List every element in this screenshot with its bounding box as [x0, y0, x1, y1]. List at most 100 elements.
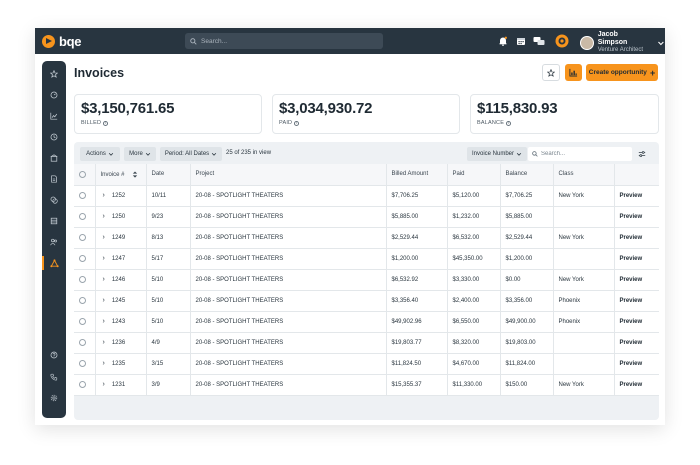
invoice-number-cell[interactable]: › 1246	[95, 269, 147, 291]
table-row[interactable]: › 1245 5/10 20-08 - SPOTLIGHT THEATERS $3,35…	[74, 290, 659, 312]
column-header-project[interactable]: Project	[190, 164, 387, 186]
avatar[interactable]	[580, 35, 594, 50]
expand-chevron-icon[interactable]: ›	[102, 381, 105, 388]
invoice-number-cell[interactable]: › 1247	[95, 248, 147, 270]
sidebar-item-help[interactable]	[42, 348, 66, 362]
table-row[interactable]: › 1236 4/9 20-08 - SPOTLIGHT THEATERS $19,80…	[74, 332, 659, 354]
preview-cell[interactable]: Preview	[614, 248, 659, 270]
invoice-number-cell[interactable]: › 1249	[95, 227, 147, 249]
column-header-class[interactable]: Class	[553, 164, 615, 186]
row-select-cell[interactable]	[74, 206, 96, 228]
preview-cell[interactable]: Preview	[614, 185, 659, 207]
row-select-cell[interactable]	[74, 311, 96, 333]
column-header-paid[interactable]: Paid	[447, 164, 501, 186]
timer-icon[interactable]	[555, 34, 569, 48]
row-checkbox[interactable]	[79, 317, 86, 325]
invoice-number-cell[interactable]: › 1231	[95, 374, 147, 396]
info-icon[interactable]: i	[506, 120, 512, 126]
preview-link[interactable]: Preview	[619, 234, 643, 241]
chevron-down-icon[interactable]	[657, 39, 665, 47]
row-checkbox[interactable]	[79, 380, 86, 388]
row-select-cell[interactable]	[74, 185, 96, 207]
group-by-dropdown[interactable]: Invoice Number	[467, 147, 527, 161]
table-row[interactable]: › 1247 5/17 20-08 - SPOTLIGHT THEATERS $1,20…	[74, 248, 659, 270]
sidebar-item-dashboard[interactable]	[42, 88, 66, 102]
invoice-number-cell[interactable]: › 1250	[95, 206, 147, 228]
actions-dropdown[interactable]: Actions	[80, 147, 120, 161]
preview-link[interactable]: Preview	[619, 255, 643, 262]
column-header-invoice[interactable]: Invoice #	[95, 164, 147, 186]
column-header-billed[interactable]: Billed Amount	[386, 164, 448, 186]
preview-cell[interactable]: Preview	[614, 227, 659, 249]
preview-cell[interactable]: Preview	[614, 353, 659, 375]
row-select-cell[interactable]	[74, 290, 96, 312]
sidebar-item-people[interactable]	[42, 235, 66, 249]
table-row[interactable]: › 1246 5/10 20-08 - SPOTLIGHT THEATERS $6,53…	[74, 269, 659, 291]
row-checkbox[interactable]	[79, 254, 86, 262]
invoice-number-cell[interactable]: › 1236	[95, 332, 147, 354]
expand-chevron-icon[interactable]: ›	[102, 234, 105, 241]
expand-chevron-icon[interactable]: ›	[102, 360, 105, 367]
table-row[interactable]: › 1235 3/15 20-08 - SPOTLIGHT THEATERS $11,8…	[74, 353, 659, 375]
expand-chevron-icon[interactable]: ›	[102, 255, 105, 262]
sidebar-item-documents[interactable]	[42, 172, 66, 186]
preview-link[interactable]: Preview	[619, 297, 643, 304]
more-dropdown[interactable]: More	[124, 147, 156, 161]
preview-cell[interactable]: Preview	[614, 332, 659, 354]
row-select-cell[interactable]	[74, 248, 96, 270]
select-all-checkbox[interactable]	[79, 170, 86, 178]
preview-link[interactable]: Preview	[619, 192, 643, 199]
expand-chevron-icon[interactable]: ›	[102, 339, 105, 346]
info-icon[interactable]: i	[103, 120, 109, 126]
report-button[interactable]	[565, 64, 582, 81]
row-checkbox[interactable]	[79, 191, 86, 199]
sidebar-item-clients[interactable]	[42, 151, 66, 165]
sidebar-item-opportunities[interactable]	[42, 256, 66, 270]
sidebar-item-settings[interactable]	[42, 391, 66, 405]
column-settings-button[interactable]	[637, 149, 647, 159]
sidebar-item-reports[interactable]	[42, 109, 66, 123]
invoice-number-cell[interactable]: › 1235	[95, 353, 147, 375]
preview-link[interactable]: Preview	[619, 339, 643, 346]
table-row[interactable]: › 1252 10/11 20-08 - SPOTLIGHT THEATERS $7,7…	[74, 185, 659, 207]
table-search-input[interactable]	[541, 151, 626, 157]
row-checkbox[interactable]	[79, 275, 86, 283]
expand-chevron-icon[interactable]: ›	[102, 276, 105, 283]
bell-icon[interactable]	[497, 35, 509, 47]
preview-cell[interactable]: Preview	[614, 206, 659, 228]
table-row[interactable]: › 1231 3/9 20-08 - SPOTLIGHT THEATERS $15,35…	[74, 374, 659, 396]
invoice-number-cell[interactable]: › 1252	[95, 185, 147, 207]
expand-chevron-icon[interactable]: ›	[102, 318, 105, 325]
preview-cell[interactable]: Preview	[614, 311, 659, 333]
logo[interactable]: bqe	[42, 34, 82, 49]
row-select-cell[interactable]	[74, 374, 96, 396]
preview-link[interactable]: Preview	[619, 318, 643, 325]
sidebar-item-ledger[interactable]	[42, 214, 66, 228]
sidebar-item-phone[interactable]	[42, 370, 66, 384]
sidebar-item-time[interactable]	[42, 130, 66, 144]
preview-cell[interactable]: Preview	[614, 374, 659, 396]
row-checkbox[interactable]	[79, 233, 86, 241]
row-select-cell[interactable]	[74, 353, 96, 375]
expand-chevron-icon[interactable]: ›	[102, 192, 105, 199]
user-menu[interactable]: Jacob Simpson Venture Architect	[580, 31, 665, 54]
table-row[interactable]: › 1243 5/10 20-08 - SPOTLIGHT THEATERS $49,9…	[74, 311, 659, 333]
column-header-balance[interactable]: Balance	[500, 164, 554, 186]
info-icon[interactable]: i	[294, 120, 300, 126]
favorite-button[interactable]	[542, 64, 560, 81]
table-row[interactable]: › 1249 8/13 20-08 - SPOTLIGHT THEATERS $2,52…	[74, 227, 659, 249]
column-header-date[interactable]: Date	[146, 164, 191, 186]
expand-chevron-icon[interactable]: ›	[102, 213, 105, 220]
row-checkbox[interactable]	[79, 359, 86, 367]
table-row[interactable]: › 1250 9/23 20-08 - SPOTLIGHT THEATERS $5,88…	[74, 206, 659, 228]
preview-link[interactable]: Preview	[619, 381, 643, 388]
preview-cell[interactable]: Preview	[614, 269, 659, 291]
invoice-number-cell[interactable]: › 1243	[95, 311, 147, 333]
sort-icon[interactable]	[132, 171, 138, 178]
row-select-cell[interactable]	[74, 269, 96, 291]
sidebar-item-billing[interactable]	[42, 193, 66, 207]
invoice-number-cell[interactable]: › 1245	[95, 290, 147, 312]
period-dropdown[interactable]: Period: All Dates	[160, 147, 222, 161]
global-search[interactable]	[185, 33, 383, 49]
expand-chevron-icon[interactable]: ›	[102, 297, 105, 304]
